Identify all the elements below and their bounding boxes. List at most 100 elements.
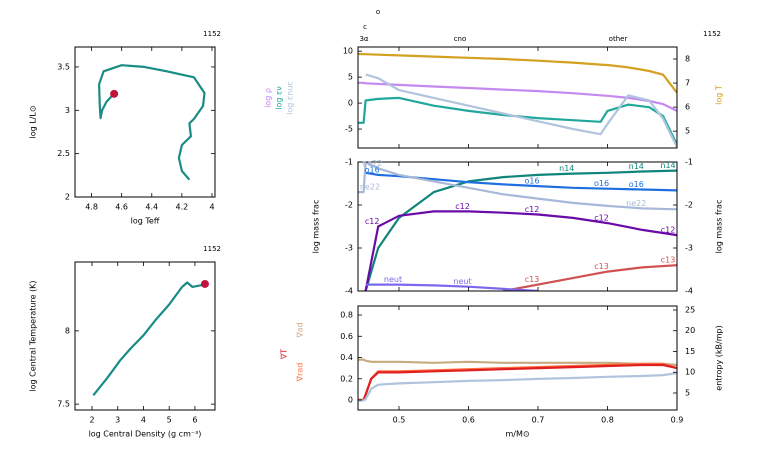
curve-label: c12 [594, 214, 609, 223]
frame [357, 161, 678, 292]
y-tick-label: 2.5 [57, 149, 70, 158]
curve-label: n14 [629, 162, 644, 171]
curve-label: ne22 [362, 159, 382, 168]
curve-label: c12 [455, 202, 470, 211]
y-tick-label: 7.5 [57, 400, 70, 409]
current-point [110, 89, 119, 98]
series-label: ∇T [280, 349, 289, 360]
y2-tick-label: 6 [685, 103, 690, 112]
x-tick-label: 0.6 [462, 416, 475, 425]
series-line [358, 81, 677, 112]
series-line [364, 210, 677, 291]
x-tick-label: 4.6 [115, 203, 128, 212]
track [98, 64, 206, 181]
y-tick-label: 0 [348, 99, 353, 108]
curve-label: neut [384, 275, 402, 284]
y-tick-label: 0.4 [340, 353, 353, 362]
y-tick-label: -5 [345, 125, 353, 134]
y2-axis-label: entropy (kB/mp) [715, 325, 724, 390]
series-line [365, 73, 677, 148]
x-tick-label: 6 [192, 416, 197, 425]
track [92, 281, 206, 396]
curve-label: ne22 [360, 183, 380, 192]
plot-area [92, 281, 206, 396]
y-tick-label: 5 [348, 73, 353, 82]
curve-label: c13 [525, 275, 540, 284]
y2-tick-label: 25 [685, 305, 695, 314]
y2-tick-label: 8 [685, 55, 690, 64]
frame [357, 46, 678, 149]
x-tick-label: 4.2 [176, 203, 189, 212]
y2-tick-label: -4 [685, 287, 693, 296]
y-axis-label: log L/L⊙ [29, 105, 38, 138]
y-axis-label: log mass frac [312, 200, 321, 254]
series-line [358, 52, 677, 94]
curve-label: c13 [661, 256, 676, 265]
panel-id: 1152 [703, 30, 721, 38]
series-label: log εν [275, 86, 284, 110]
y-tick-label: 2 [65, 193, 70, 202]
y2-tick-label: 15 [685, 347, 695, 356]
y-tick-label: -1 [345, 158, 353, 167]
x-axis-label: m/M⊙ [505, 430, 529, 439]
curve-label: o16 [629, 180, 644, 189]
y2-tick-label: -3 [685, 244, 693, 253]
x-axis-label: log Central Density (g cm⁻³) [89, 430, 202, 439]
series-label: log ρ [264, 88, 273, 108]
mix-label: c [363, 23, 367, 31]
curve-label: ne22 [626, 199, 646, 208]
y2-tick-label: 5 [685, 388, 690, 397]
burning-label: cno [454, 35, 467, 43]
burning-label: 3α [359, 35, 368, 43]
y-tick-label: 0 [348, 396, 353, 405]
x-tick-label: 0.7 [532, 416, 545, 425]
curve-label: n14 [559, 164, 574, 173]
x-tick-label: 4 [209, 203, 214, 212]
plot-area [358, 358, 677, 402]
y2-axis-label: log mass frac [715, 200, 724, 254]
y2-tick-label: -2 [685, 201, 693, 210]
y2-tick-label: 20 [685, 326, 695, 335]
y-tick-label: 0.8 [340, 311, 353, 320]
x-tick-label: 2 [89, 416, 94, 425]
curve-label: o16 [524, 177, 539, 186]
y-tick-label: -2 [345, 201, 353, 210]
frame [357, 305, 678, 411]
series-line [365, 283, 539, 291]
series-line [358, 372, 677, 402]
series-line [358, 363, 677, 402]
x-tick-label: 4.4 [145, 203, 158, 212]
panel-id: 1152 [203, 30, 221, 38]
x-tick-label: 4 [141, 416, 146, 425]
curve-label: c12 [661, 226, 676, 235]
curve-label: neut [453, 277, 471, 286]
current-point [200, 279, 209, 288]
series-label: ∇ad [296, 322, 305, 338]
x-tick-label: 0.8 [601, 416, 614, 425]
curve-label: o16 [594, 179, 609, 188]
series-label: log εnuc [286, 81, 295, 115]
mix-label: o [376, 8, 380, 16]
x-tick-label: 5 [167, 416, 172, 425]
curve-label: c13 [594, 262, 609, 271]
series-label: log T [715, 85, 724, 105]
curve-label: c12 [365, 217, 380, 226]
y-tick-label: -4 [345, 287, 353, 296]
y-tick-label: 10 [343, 47, 353, 56]
y2-tick-label: -1 [685, 158, 693, 167]
panel-id: 1152 [203, 245, 221, 253]
y-axis-label: log Central Temperature (K) [29, 280, 38, 391]
curve-label: o16 [365, 165, 380, 174]
y-tick-label: -3 [345, 244, 353, 253]
series-line [364, 169, 677, 291]
series-line [503, 264, 677, 291]
burning-label: other [609, 35, 628, 43]
y2-tick-label: 5 [685, 127, 690, 136]
y2-tick-label: 7 [685, 79, 690, 88]
plot-area [358, 162, 677, 291]
series-line [358, 162, 677, 211]
y-tick-label: 3 [65, 106, 70, 115]
plot-area [98, 64, 206, 181]
y-tick-label: 0.2 [340, 374, 353, 383]
